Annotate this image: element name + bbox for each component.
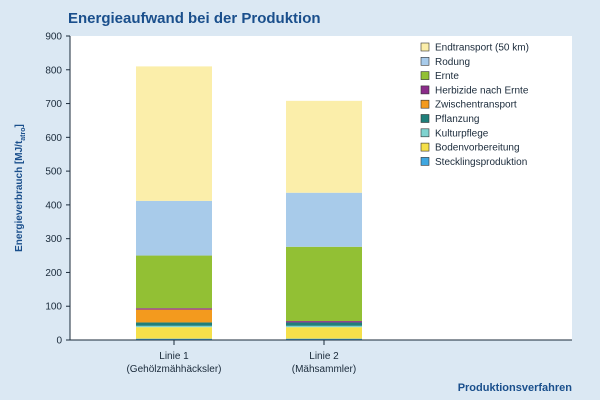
y-tick-label: 600 xyxy=(45,133,62,144)
y-tick-label: 800 xyxy=(45,65,62,76)
legend-label: Kulturpflege xyxy=(435,128,489,139)
legend-label: Zwischentransport xyxy=(435,100,517,111)
legend-swatch xyxy=(420,114,430,123)
category-sublabel: (Gehölzmähhäcksler) xyxy=(126,364,221,375)
y-tick-label: 0 xyxy=(56,336,62,347)
chart-title: Energieaufwand bei der Produktion xyxy=(68,10,321,27)
legend-swatch xyxy=(420,56,430,66)
y-tick-label: 100 xyxy=(45,302,62,313)
y-tick-label: 300 xyxy=(45,234,62,245)
x-axis-label: Produktionsverfahren xyxy=(458,382,573,394)
bars xyxy=(136,66,362,340)
bar-segment xyxy=(136,66,212,201)
y-tick-label: 500 xyxy=(45,167,62,178)
bar-segment xyxy=(286,192,362,247)
y-axis-label: Energieverbrauch [MJ/tatro] xyxy=(14,124,27,252)
legend-swatch xyxy=(420,128,430,138)
legend-swatch xyxy=(420,42,430,52)
y-tick-label: 700 xyxy=(45,99,62,110)
legend-label: Pflanzung xyxy=(435,114,479,125)
bar-segment xyxy=(286,322,362,326)
y-tick-label: 200 xyxy=(45,268,62,279)
legend-label: Herbizide nach Ernte xyxy=(435,85,529,96)
category-label: Linie 1 xyxy=(159,351,189,362)
bar-segment xyxy=(136,327,212,339)
bar-segment xyxy=(136,322,212,326)
legend-swatch xyxy=(420,71,430,80)
y-tick-label: 400 xyxy=(45,200,62,211)
bar-segment xyxy=(286,327,362,339)
bar-segment xyxy=(136,325,212,328)
legend-label: Bodenvorbereitung xyxy=(435,143,520,154)
bar-segment xyxy=(136,309,212,323)
y-tick-label: 900 xyxy=(45,32,62,43)
x-axis: Linie 1 (Gehölzmähhäcksler) Linie 2 (Mähsam… xyxy=(70,339,572,375)
bar-segment xyxy=(286,338,362,340)
bar-segment xyxy=(286,246,362,322)
bar-segment xyxy=(286,100,362,193)
bar-segment xyxy=(136,338,212,340)
bar-segment xyxy=(136,255,212,309)
legend-swatch xyxy=(420,142,430,152)
bar-segment xyxy=(136,200,212,256)
category-sublabel: (Mähsammler) xyxy=(292,364,356,375)
legend-label: Rodung xyxy=(435,57,470,68)
legend-swatch xyxy=(420,99,430,109)
y-axis: 0 100 200 300 400 500 600 700 800 900 xyxy=(45,32,71,347)
bar-segment xyxy=(286,325,362,328)
bar-segment xyxy=(136,308,212,310)
category-label: Linie 2 xyxy=(309,351,339,362)
legend-label: Endtransport (50 km) xyxy=(435,43,529,54)
legend-swatch xyxy=(420,85,430,95)
legend-swatch xyxy=(420,157,430,166)
legend-label: Ernte xyxy=(435,71,459,82)
legend-label: Stecklingsproduktion xyxy=(435,157,527,168)
bar-segment xyxy=(286,321,362,323)
legend: Endtransport (50 km) Rodung Ernte Herbizide… xyxy=(420,42,529,168)
